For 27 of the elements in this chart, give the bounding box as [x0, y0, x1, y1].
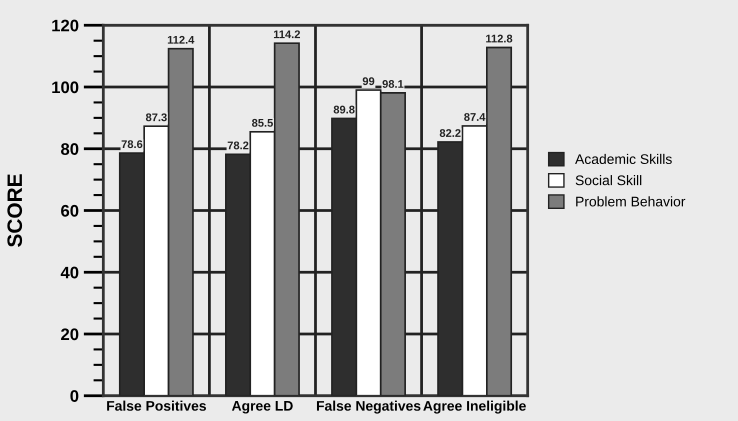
x-tick-label: Agree LD — [232, 401, 293, 414]
y-tick-label: 60 — [61, 204, 78, 217]
legend-label: Problem Behavior — [576, 196, 686, 206]
y-tick-label: 40 — [60, 266, 78, 278]
y-tick-label: 120 — [52, 20, 78, 32]
data-label: 87.4 — [464, 113, 486, 121]
y-tick-label: 0 — [70, 390, 78, 402]
data-label: 114.2 — [274, 30, 300, 38]
data-label: 112.4 — [168, 36, 194, 44]
x-tick-label: False Negatives — [316, 400, 420, 414]
x-tick-label: Agree Ineligible — [423, 400, 526, 414]
y-tick-label: 80 — [61, 143, 78, 155]
data-label: 87.3 — [146, 113, 167, 122]
data-label: 89.8 — [334, 106, 355, 114]
data-label: 99 — [362, 77, 374, 86]
legend-label: Academic Skills — [575, 154, 672, 164]
legend-label: Social Skill — [576, 175, 642, 186]
x-tick-label: False Positives — [107, 400, 206, 411]
data-label: 98.1 — [382, 80, 404, 88]
data-label: 78.6 — [122, 140, 142, 148]
data-label: 85.5 — [252, 118, 273, 127]
y-tick-label: 20 — [61, 328, 78, 340]
data-label: 112.8 — [486, 34, 512, 43]
y-axis-title: SCORE — [7, 174, 22, 247]
y-tick-label: 100 — [52, 81, 78, 94]
data-label: 78.2 — [228, 141, 248, 150]
data-label: 82.2 — [440, 129, 461, 137]
